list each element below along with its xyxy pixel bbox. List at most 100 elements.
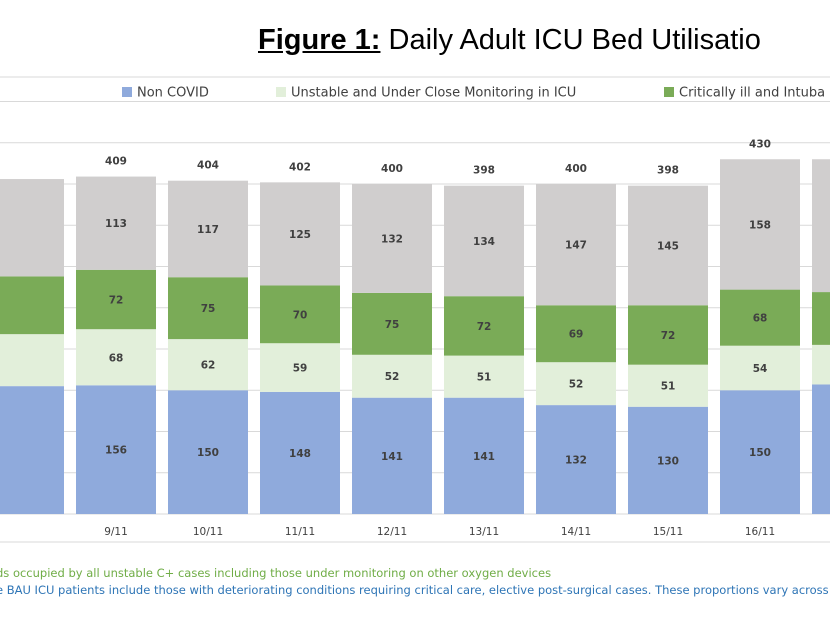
bar-segment [536, 405, 616, 514]
total-label: 398 [473, 165, 495, 177]
footnote-2: e BAU ICU patients include those with de… [0, 583, 830, 597]
legend-label: Non COVID [137, 86, 209, 101]
bar-segment [0, 334, 64, 387]
data-label: 59 [293, 363, 308, 375]
bar-segment [720, 345, 800, 391]
bar-segment [0, 386, 64, 514]
data-label: 134 [473, 236, 495, 248]
data-label: 75 [385, 319, 400, 331]
x-tick-label: 14/11 [561, 526, 591, 538]
data-label: 125 [289, 229, 311, 241]
data-label: 150 [749, 447, 771, 459]
bar-segment [812, 159, 830, 293]
data-label: 72 [477, 321, 492, 333]
x-tick-label: 9/11 [104, 526, 128, 538]
bar-segment [812, 292, 830, 345]
bar-segment [76, 329, 156, 386]
total-label: 404 [197, 160, 219, 172]
bar-segment [0, 276, 64, 335]
legend-label: Critically ill and Intuba [679, 86, 825, 101]
bar-segment [352, 184, 432, 293]
bar-segment [536, 362, 616, 406]
total-label: 400 [565, 163, 587, 175]
data-label: 52 [385, 371, 400, 383]
bar-segment [444, 397, 524, 514]
x-tick-label: 11/11 [285, 526, 315, 538]
data-label: 70 [293, 309, 308, 321]
bar-segment [536, 305, 616, 363]
data-label: 156 [105, 445, 127, 457]
bar-segment [628, 364, 708, 407]
data-label: 51 [661, 381, 676, 393]
figure-title-text: Daily Adult ICU Bed Utilisatio [388, 24, 761, 56]
data-label: 141 [381, 451, 403, 463]
bar-segment [628, 185, 708, 306]
data-label: 145 [657, 240, 679, 252]
data-label: 72 [109, 295, 124, 307]
bar-segment [168, 277, 248, 340]
x-tick-label: 12/11 [377, 526, 407, 538]
data-label: 130 [657, 455, 679, 467]
data-label: 72 [661, 330, 676, 342]
total-label: 402 [289, 161, 311, 173]
bar-segment [536, 184, 616, 306]
x-axis-tick-labels: 9/1110/1111/1112/1113/1114/1115/1116/111… [104, 526, 775, 538]
bar-segment [812, 384, 830, 514]
bar-segment [628, 305, 708, 365]
data-label: 68 [753, 313, 768, 325]
data-label: 75 [201, 303, 216, 315]
bar-segment [76, 269, 156, 330]
bar-segment [444, 355, 524, 398]
bar-segment [260, 285, 340, 344]
bar-segment [720, 390, 800, 514]
data-label: 54 [753, 363, 768, 375]
bar-segment [352, 354, 432, 398]
data-label: 51 [477, 372, 492, 384]
figure-title: Figure 1: Daily Adult ICU Bed Utilisatio [258, 24, 761, 57]
footnote-1: ds occupied by all unstable C+ cases inc… [0, 566, 552, 580]
data-labels: 156 68 72 113 409 150 62 75 117 404 148 59 70 125 402 1… [105, 138, 771, 467]
data-label: 69 [569, 329, 584, 341]
total-label: 430 [749, 138, 771, 150]
bar-segment [444, 185, 524, 297]
legend: Non COVID Unstable and Under Close Monito… [122, 86, 825, 101]
legend-swatch [122, 87, 132, 97]
bar-segment [720, 159, 800, 290]
legend-swatch [276, 87, 286, 97]
data-label: 117 [197, 224, 219, 236]
bar-segment [352, 397, 432, 514]
bar-segment [812, 344, 830, 385]
bar-segment [168, 339, 248, 391]
bar-segment [720, 289, 800, 346]
x-tick-label: 15/11 [653, 526, 683, 538]
total-label: 400 [381, 163, 403, 175]
data-label: 150 [197, 447, 219, 459]
x-tick-label: 16/11 [745, 526, 775, 538]
data-label: 158 [749, 219, 771, 231]
bar-segment [168, 180, 248, 278]
data-label: 113 [105, 218, 127, 230]
bar-segment [628, 406, 708, 514]
figure-label: Figure 1: [258, 24, 381, 56]
bar-segment [444, 296, 524, 356]
bar-segment [352, 292, 432, 355]
data-label: 148 [289, 448, 311, 460]
bar-segment [76, 176, 156, 270]
bar-segment [168, 390, 248, 514]
bar-segment [260, 182, 340, 286]
data-label: 132 [381, 233, 403, 245]
bar-segment [260, 391, 340, 514]
plot-area-border [0, 76, 830, 543]
data-label: 147 [565, 240, 587, 252]
data-label: 141 [473, 451, 495, 463]
data-label: 132 [565, 455, 587, 467]
bar-segment [76, 385, 156, 514]
data-label: 68 [109, 352, 124, 364]
bars [0, 159, 830, 514]
bar-segment [260, 343, 340, 392]
stacked-bar-chart: Non COVID Unstable and Under Close Monito… [0, 76, 830, 543]
data-label: 62 [201, 360, 216, 372]
x-tick-label: 13/11 [469, 526, 499, 538]
total-label: 409 [105, 156, 127, 168]
legend-label: Unstable and Under Close Monitoring in I… [291, 86, 576, 101]
